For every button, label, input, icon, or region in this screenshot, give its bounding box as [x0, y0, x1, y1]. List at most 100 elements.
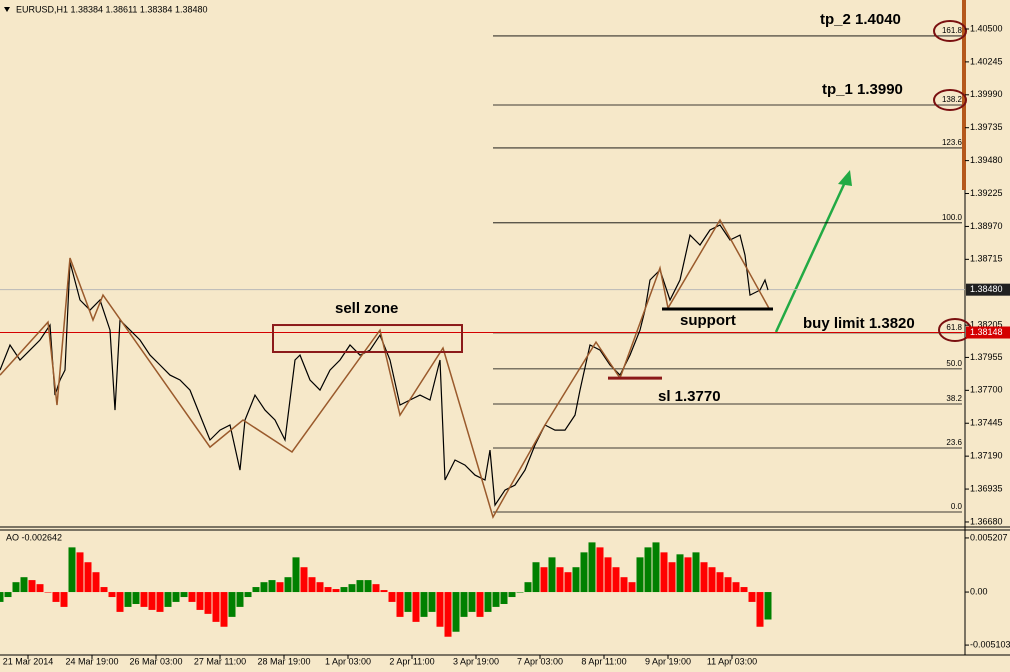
fib-label: 50.0 — [946, 359, 962, 368]
ao-title: AO -0.002642 — [6, 532, 62, 542]
ao-bar — [436, 592, 444, 627]
ao-bar — [644, 547, 652, 593]
annotation: support — [680, 312, 736, 329]
x-tick-label: 11 Apr 03:00 — [707, 656, 757, 666]
ao-bar — [180, 592, 188, 598]
ao-bar — [244, 592, 252, 598]
y-tick-label: 1.39480 — [970, 155, 1003, 165]
annotation: tp_2 1.4040 — [820, 11, 901, 28]
y-tick-label: 1.36680 — [970, 516, 1003, 526]
ao-bar — [92, 572, 100, 593]
ao-bar — [628, 582, 636, 593]
ao-bar — [4, 592, 12, 598]
ao-bar — [756, 592, 764, 627]
ao-bar — [460, 592, 468, 617]
x-tick-label: 1 Apr 03:00 — [325, 656, 371, 666]
ao-bar — [500, 592, 508, 604]
ao-bar — [132, 592, 140, 604]
fib-label: 100.0 — [942, 213, 963, 222]
ao-bar — [572, 567, 580, 593]
ao-bar — [412, 592, 420, 622]
price-label-box — [966, 326, 1010, 339]
annotation: sl 1.3770 — [658, 388, 721, 405]
y-tick-label: 1.37700 — [970, 385, 1003, 395]
ao-bar — [252, 587, 260, 593]
price-label: 1.38480 — [970, 284, 1003, 294]
ao-bar — [612, 567, 620, 593]
ao-bar — [260, 582, 268, 593]
y-tick-label: 1.37955 — [970, 352, 1003, 362]
ao-bar — [556, 567, 564, 593]
y-tick-label: 1.38205 — [970, 320, 1003, 330]
annotation: tp_1 1.3990 — [822, 81, 903, 98]
chart-title: EURUSD,H1 1.38384 1.38611 1.38384 1.3848… — [16, 4, 207, 14]
ao-bar — [580, 552, 588, 593]
x-tick-label: 7 Apr 03:00 — [517, 656, 563, 666]
ao-bar — [676, 554, 684, 593]
ao-bar — [348, 584, 356, 593]
ao-bar — [124, 592, 132, 607]
ao-bar — [204, 592, 212, 614]
ao-bar — [68, 547, 76, 593]
highlight-ring — [933, 20, 967, 42]
ao-bar — [620, 577, 628, 593]
ao-bar — [468, 592, 476, 612]
x-tick-label: 2 Apr 11:00 — [389, 656, 434, 666]
ao-bar — [684, 557, 692, 593]
ao-bar — [428, 592, 436, 612]
ao-bar — [228, 592, 236, 617]
y-tick-label: 1.38715 — [970, 254, 1003, 264]
ao-bar — [188, 592, 196, 602]
fib-label: 38.2 — [946, 394, 962, 403]
ao-bar — [364, 580, 372, 593]
ao-bar — [100, 587, 108, 593]
ao-bar — [724, 577, 732, 593]
x-tick-label: 9 Apr 19:00 — [645, 656, 691, 666]
ao-bar — [212, 592, 220, 622]
y-tick-label: 0.00 — [970, 586, 988, 596]
price-label-box — [966, 283, 1010, 296]
ao-bar — [84, 562, 92, 593]
ao-bar — [12, 582, 20, 593]
x-tick-label: 28 Mar 19:00 — [257, 656, 310, 666]
arrow — [774, 179, 848, 333]
y-tick-label: 0.005207 — [970, 532, 1008, 542]
ao-bar — [604, 557, 612, 593]
ao-bar — [452, 592, 460, 632]
ao-bar — [308, 577, 316, 593]
zigzag — [0, 218, 771, 520]
ao-bar — [524, 582, 532, 593]
fib-label: 23.6 — [946, 438, 962, 447]
y-tick-label: 1.39990 — [970, 89, 1003, 99]
fib-label: 138.2 — [942, 95, 963, 104]
ao-bar — [740, 587, 748, 593]
ao-bar — [196, 592, 204, 610]
ao-bar — [588, 542, 596, 593]
x-tick-label: 26 Mar 03:00 — [129, 656, 182, 666]
ao-bar — [0, 592, 4, 602]
menu-arrow — [4, 7, 10, 12]
ao-bar — [356, 580, 364, 593]
ao-bar — [404, 592, 412, 612]
price-label: 1.38148 — [970, 327, 1003, 337]
fib-label: 0.0 — [951, 502, 963, 511]
ao-bar — [276, 582, 284, 593]
y-tick-label: 1.39225 — [970, 188, 1003, 198]
y-tick-label: 1.38970 — [970, 221, 1003, 231]
x-tick-label: 8 Apr 11:00 — [581, 656, 626, 666]
ao-bar — [156, 592, 164, 612]
ao-bar — [236, 592, 244, 607]
ao-bar — [508, 592, 516, 598]
ao-bar — [708, 567, 716, 593]
x-tick-label: 3 Apr 19:00 — [453, 656, 499, 666]
ao-bar — [284, 577, 292, 593]
y-tick-label: 1.39735 — [970, 122, 1003, 132]
ao-bar — [444, 592, 452, 637]
fib-label: 123.6 — [942, 138, 963, 147]
ao-bar — [716, 572, 724, 593]
ao-bar — [660, 552, 668, 593]
price-line-series — [0, 224, 769, 507]
ao-bar — [668, 562, 676, 593]
ao-bar — [388, 592, 396, 602]
